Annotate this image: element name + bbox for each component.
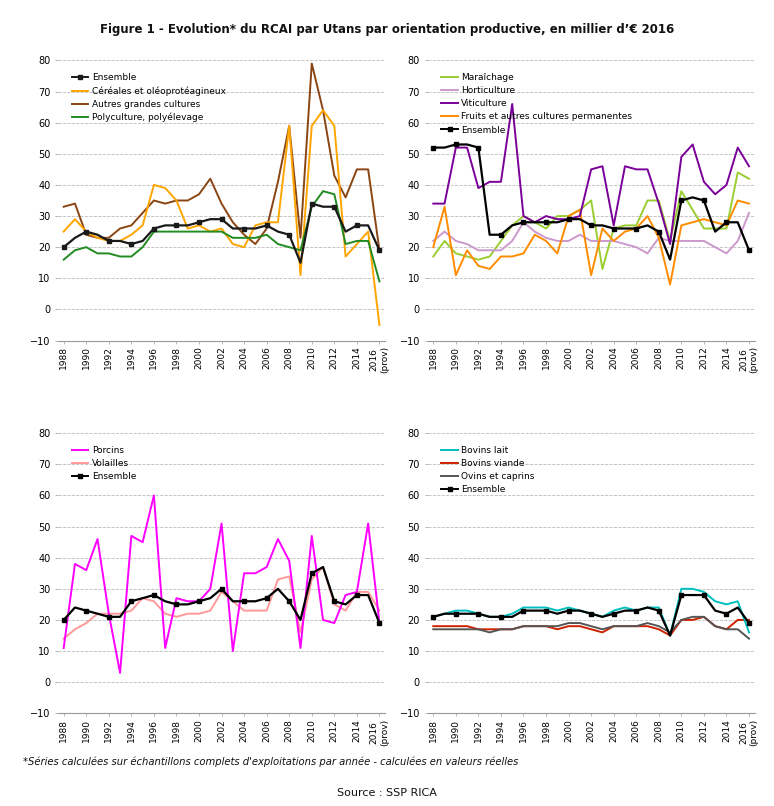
Text: *Séries calculées sur échantillons complets d'exploitations par année - calculée: *Séries calculées sur échantillons compl… <box>23 756 519 767</box>
Legend: Maraîchage, Horticulture, Viticulture, Fruits et autres cultures permanentes, En: Maraîchage, Horticulture, Viticulture, F… <box>439 71 635 137</box>
Text: Source : SSP RICA: Source : SSP RICA <box>337 788 437 798</box>
Text: Figure 1 - Evolution* du RCAI par Utans par orientation productive, en millier d: Figure 1 - Evolution* du RCAI par Utans … <box>100 23 674 35</box>
Legend: Porcins, Volailles, Ensemble: Porcins, Volailles, Ensemble <box>69 443 139 484</box>
Legend: Bovins lait, Bovins viande, Ovins et caprins, Ensemble: Bovins lait, Bovins viande, Ovins et cap… <box>439 443 537 497</box>
Legend: Ensemble, Céréales et oléoprotéagineux, Autres grandes cultures, Polyculture, po: Ensemble, Céréales et oléoprotéagineux, … <box>69 71 228 125</box>
